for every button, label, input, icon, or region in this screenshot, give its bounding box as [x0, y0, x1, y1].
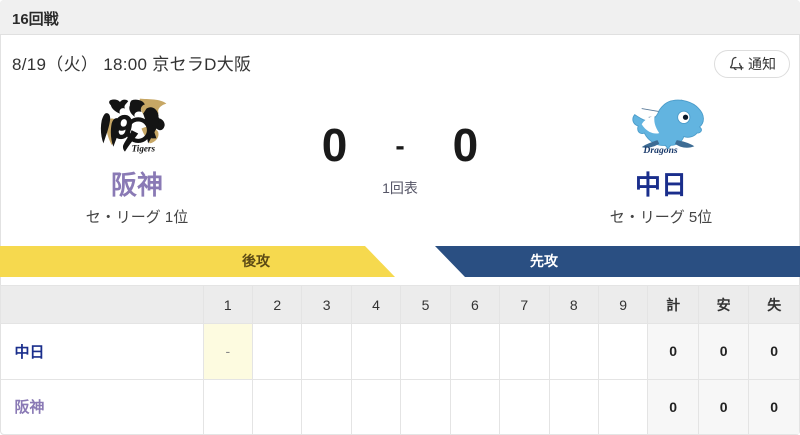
svg-text:Dragons: Dragons — [642, 145, 677, 155]
svg-text:Tigers: Tigers — [132, 144, 156, 154]
